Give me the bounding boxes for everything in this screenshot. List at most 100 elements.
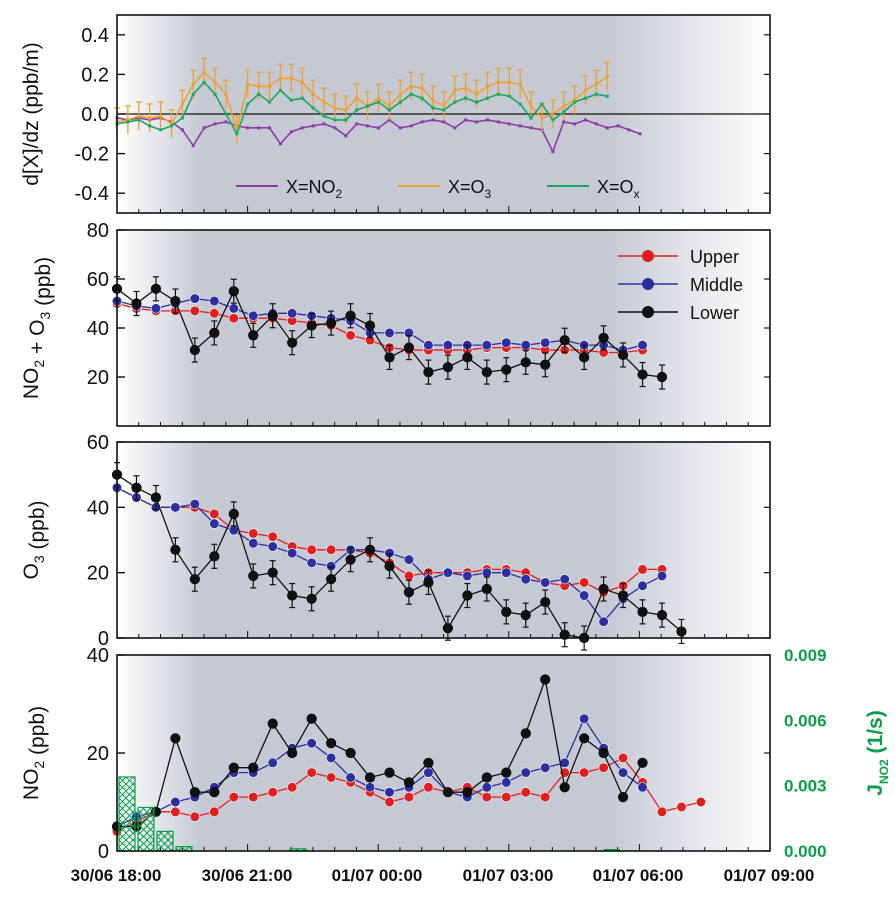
data-point: [150, 283, 162, 294]
data-point: [520, 767, 531, 778]
data-point: [481, 367, 492, 378]
legend-sub: x: [634, 187, 640, 201]
data-point: [540, 674, 551, 685]
data-point: [423, 367, 434, 378]
data-point: [656, 371, 668, 383]
data-point: [228, 303, 239, 314]
legend-label: X=Ox: [597, 177, 640, 201]
series-line: [116, 71, 608, 133]
data-point: [464, 86, 468, 90]
data-point: [170, 733, 181, 744]
data-point: [289, 130, 293, 134]
panel-3: 60 40 20 0 O3 (ppb): [20, 432, 771, 651]
data-point: [442, 340, 453, 351]
data-point: [248, 528, 259, 539]
data-point: [209, 295, 220, 307]
data-point: [224, 112, 228, 116]
y-label-part: (ppb): [32, 257, 55, 312]
data-point: [287, 547, 298, 559]
y-label-part: (ppb): [26, 706, 49, 761]
data-point: [598, 747, 609, 759]
data-point: [584, 96, 588, 100]
data-point: [462, 570, 473, 582]
panel-2: 80 60 40 20 NO2 + O3 (ppb) Upper Middle Lower: [20, 220, 771, 427]
y-label-part: O: [20, 563, 43, 579]
data-point: [496, 92, 500, 96]
data-point: [442, 362, 453, 373]
y-label-part: NO: [20, 368, 43, 400]
data-point: [333, 126, 337, 130]
data-point: [579, 590, 590, 601]
data-point: [501, 364, 512, 375]
data-point: [656, 806, 668, 817]
y-tick-label: -0.4: [75, 183, 109, 205]
data-point: [202, 126, 206, 130]
data-point: [306, 557, 317, 568]
data-point: [579, 713, 590, 724]
data-point: [248, 762, 259, 773]
legend-label: Upper: [690, 247, 739, 267]
data-point: [126, 118, 130, 122]
plot-frame: [116, 441, 771, 639]
data-point: [638, 132, 642, 136]
data-point: [267, 310, 278, 321]
y2-tick-label: 0.000: [784, 842, 827, 861]
data-point: [398, 92, 402, 96]
data-point: [289, 76, 293, 80]
data-point: [300, 96, 304, 100]
data-point: [551, 118, 555, 122]
data-point: [209, 551, 220, 562]
data-point: [300, 80, 304, 84]
panel-group: 0.40.20.0-0.2-0.4d[X]/dz (ppb/m)X=NO2 X=O…: [20, 14, 891, 863]
data-point: [159, 128, 163, 132]
data-point: [213, 92, 217, 96]
data-point: [442, 120, 446, 124]
data-point: [423, 782, 434, 793]
data-point: [248, 791, 259, 803]
data-point: [462, 787, 473, 798]
data-point: [333, 106, 337, 110]
data-point: [189, 811, 200, 822]
data-point: [287, 337, 298, 348]
data-point: [431, 106, 435, 110]
data-point: [246, 82, 250, 86]
data-point: [248, 330, 259, 341]
data-point: [579, 733, 590, 744]
data-point: [278, 88, 282, 92]
data-point: [540, 337, 551, 348]
data-point: [364, 782, 376, 793]
data-point: [213, 122, 217, 126]
data-point: [209, 308, 220, 319]
data-point: [345, 310, 356, 321]
data-point: [322, 122, 326, 126]
y-label-part: (ppb): [26, 501, 49, 556]
data-point: [562, 110, 566, 114]
data-point: [189, 305, 200, 316]
data-point: [507, 94, 511, 98]
data-point: [501, 777, 512, 788]
data-point: [267, 541, 278, 552]
data-point: [423, 757, 434, 768]
y-label-part: NO: [20, 769, 43, 801]
data-point: [594, 122, 598, 126]
y-tick-label: 0.2: [81, 64, 109, 86]
data-point: [235, 132, 239, 136]
data-point: [453, 100, 457, 104]
data-point: [189, 344, 200, 356]
y-tick-label: 0.0: [81, 104, 109, 126]
data-point: [228, 525, 239, 536]
data-point: [228, 313, 239, 324]
data-point: [403, 342, 415, 353]
data-point: [637, 782, 648, 793]
y-tick-label: -0.2: [75, 144, 109, 166]
y-axis-label: NO2 (ppb): [20, 706, 49, 800]
data-point: [387, 108, 391, 112]
data-point: [209, 787, 220, 798]
data-point: [268, 84, 272, 88]
data-point: [159, 114, 163, 118]
data-point: [518, 102, 522, 106]
data-point: [637, 606, 648, 617]
data-point: [268, 100, 272, 104]
data-point: [306, 320, 317, 331]
data-point: [501, 337, 512, 348]
